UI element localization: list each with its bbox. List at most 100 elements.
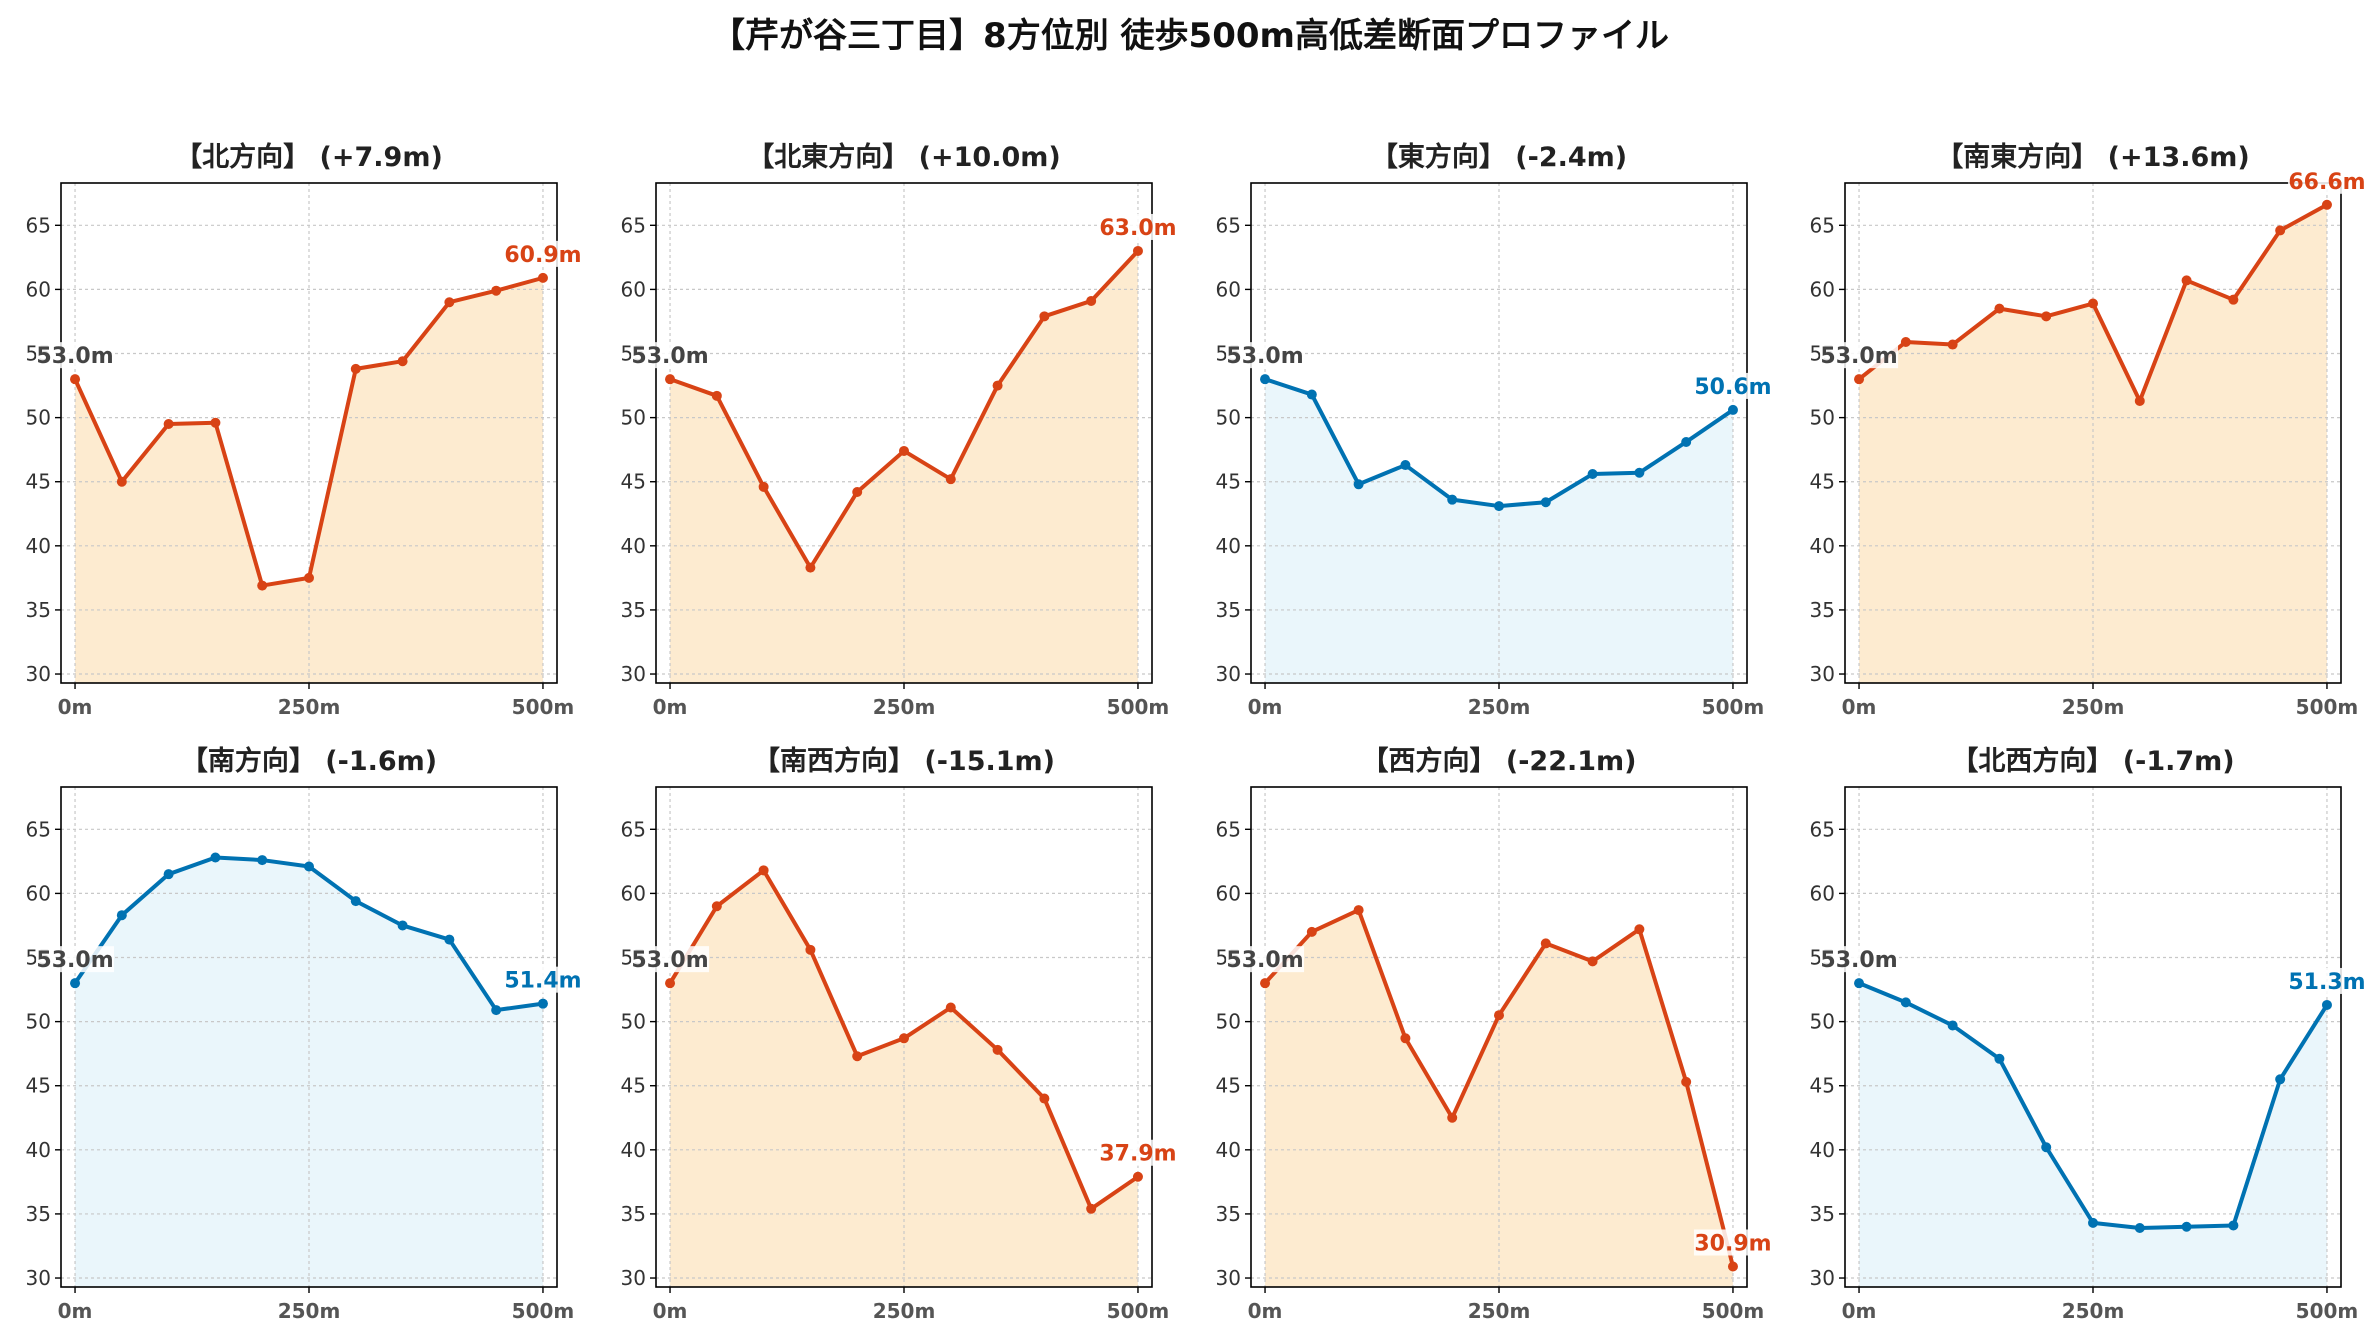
panel-8-end-label: 51.3m: [2288, 970, 2365, 995]
panel-2-data-point: [1086, 295, 1097, 306]
panel-3-data-point: [1494, 501, 1504, 512]
panel-5-ytick-label: 60: [26, 881, 51, 905]
panel-2-data-point: [758, 481, 769, 492]
panel-2-data-point: [945, 474, 956, 485]
panel-2-xtick-label: 250m: [873, 695, 936, 719]
panel-5-data-point: [70, 978, 81, 989]
panel-2-xtick-label: 500m: [1107, 695, 1170, 719]
panel-8-xtick-label: 250m: [2062, 1299, 2125, 1323]
panel-5-area-fill: [75, 857, 543, 1287]
panel-4-end-label: 66.6m: [2288, 170, 2365, 195]
panel-3-data-point: [1587, 469, 1598, 480]
panel-6-data-point: [1039, 1093, 1050, 1104]
panel-2-xtick-label: 0m: [653, 695, 688, 719]
panel-7-ytick-label: 35: [1216, 1202, 1241, 1226]
panel-7-data-point: [1353, 905, 1364, 916]
panel-3-ytick-label: 45: [1216, 470, 1241, 494]
panel-3-title: 【東方向】 (-2.4m): [1371, 141, 1627, 173]
panel-8-data-point: [2088, 1217, 2098, 1228]
panel-3-end-label-bg: [1693, 372, 1772, 399]
panel-7-end-label-bg: [1693, 1229, 1772, 1256]
panel-7-ytick-label: 30: [1216, 1266, 1241, 1290]
panel-6-xtick-label: 250m: [873, 1299, 936, 1323]
panel-4-ytick-label: 30: [1810, 662, 1835, 686]
panel-5-title: 【南方向】 (-1.6m): [181, 745, 437, 777]
panel-5-ytick-label: 30: [26, 1266, 51, 1290]
panel-1-xtick-label: 500m: [512, 695, 575, 719]
panel-6-data-point: [899, 1033, 909, 1044]
panel-4-start-label: 53.0m: [1820, 344, 1897, 369]
panel-8-data-point: [1947, 1020, 1958, 1031]
panel-2-data-point: [852, 486, 863, 497]
panel-2-data-point: [1039, 311, 1050, 322]
panel-6-data-point: [1086, 1203, 1097, 1214]
panel-4-data-point: [2181, 275, 2192, 286]
panel-4-data-point: [2228, 294, 2239, 305]
panel-6-data-point: [711, 901, 722, 912]
panel-5-ytick-label: 40: [26, 1138, 51, 1162]
panel-8-data-point: [1900, 997, 1911, 1008]
panel-1-data-point: [537, 272, 548, 283]
panel-8-data-point: [2321, 999, 2332, 1010]
panel-2-ytick-label: 30: [621, 662, 646, 686]
panel-6-xtick-label: 500m: [1107, 1299, 1170, 1323]
panel-5-data-point: [491, 1005, 502, 1016]
panel-1-data-point: [350, 363, 361, 374]
panel-8-data-point: [2134, 1223, 2145, 1234]
panel-3-data-point: [1540, 497, 1551, 508]
panel-3-data-point: [1634, 467, 1645, 478]
panel-3-ytick-label: 30: [1216, 662, 1241, 686]
panel-8-xtick-label: 500m: [2296, 1299, 2359, 1323]
panel-7-data-point: [1634, 924, 1645, 935]
panel-3-data-point: [1681, 436, 1692, 447]
panel-1-ytick-label: 30: [26, 662, 51, 686]
panel-8-ytick-label: 45: [1810, 1074, 1835, 1098]
panel-6-area-fill: [670, 870, 1138, 1287]
panel-7-data-point: [1540, 938, 1551, 949]
panel-4-start-label-bg: [1820, 342, 1899, 369]
panel-3-ytick-label: 35: [1216, 598, 1241, 622]
panel-8-ytick-label: 30: [1810, 1266, 1835, 1290]
panel-4-end-label-bg: [2287, 167, 2366, 194]
panel-8-data-point: [2181, 1221, 2192, 1232]
panel-8-end-label-bg: [2287, 967, 2366, 994]
panel-7-title: 【西方向】 (-22.1m): [1361, 745, 1636, 777]
panel-3-ytick-label: 50: [1216, 406, 1241, 430]
panel-8-xtick-label: 0m: [1842, 1299, 1877, 1323]
panel-4-data-point: [2134, 395, 2145, 406]
panel-4-ytick-label: 65: [1810, 213, 1835, 237]
panel-1-data-point: [210, 417, 221, 428]
panel-6-data-point: [758, 865, 769, 876]
panel-1-data-point: [70, 374, 81, 385]
panel-7-data-point: [1447, 1112, 1458, 1123]
panel-4-xtick-label: 500m: [2296, 695, 2359, 719]
panel-5-xtick-label: 0m: [58, 1299, 93, 1323]
panel-5-data-point: [304, 861, 314, 872]
panel-6-xtick-label: 0m: [653, 1299, 688, 1323]
panel-2-ytick-label: 45: [621, 470, 646, 494]
panel-4-data-point: [1947, 339, 1958, 350]
panel-2-title: 【北東方向】 (+10.0m): [747, 141, 1060, 173]
panel-7-xtick-label: 500m: [1702, 1299, 1765, 1323]
panel-1-ytick-label: 35: [26, 598, 51, 622]
panel-8-ytick-label: 60: [1810, 881, 1835, 905]
panel-1-ytick-label: 60: [26, 277, 51, 301]
panel-6-data-point: [945, 1002, 956, 1013]
panel-1-ytick-label: 65: [26, 213, 51, 237]
panel-6-ytick-label: 65: [621, 817, 646, 841]
panel-6-data-point: [665, 978, 676, 989]
panel-2-data-point: [992, 380, 1003, 391]
panel-4-ytick-label: 45: [1810, 470, 1835, 494]
panel-2-data-point: [711, 390, 722, 401]
panel-1-data-point: [163, 419, 174, 430]
panel-1-area-fill: [75, 277, 543, 683]
panel-8-area-fill: [1859, 983, 2327, 1287]
panel-4-title: 【南東方向】 (+13.6m): [1936, 141, 2249, 173]
panel-3-data-point: [1727, 404, 1738, 415]
panel-8-data-point: [2228, 1220, 2239, 1231]
panel-5-data-point: [257, 855, 268, 866]
panel-7-data-point: [1727, 1261, 1738, 1272]
panel-4-ytick-label: 50: [1810, 406, 1835, 430]
panel-4-data-point: [1994, 303, 2005, 314]
panel-7-start-label: 53.0m: [1226, 948, 1303, 973]
